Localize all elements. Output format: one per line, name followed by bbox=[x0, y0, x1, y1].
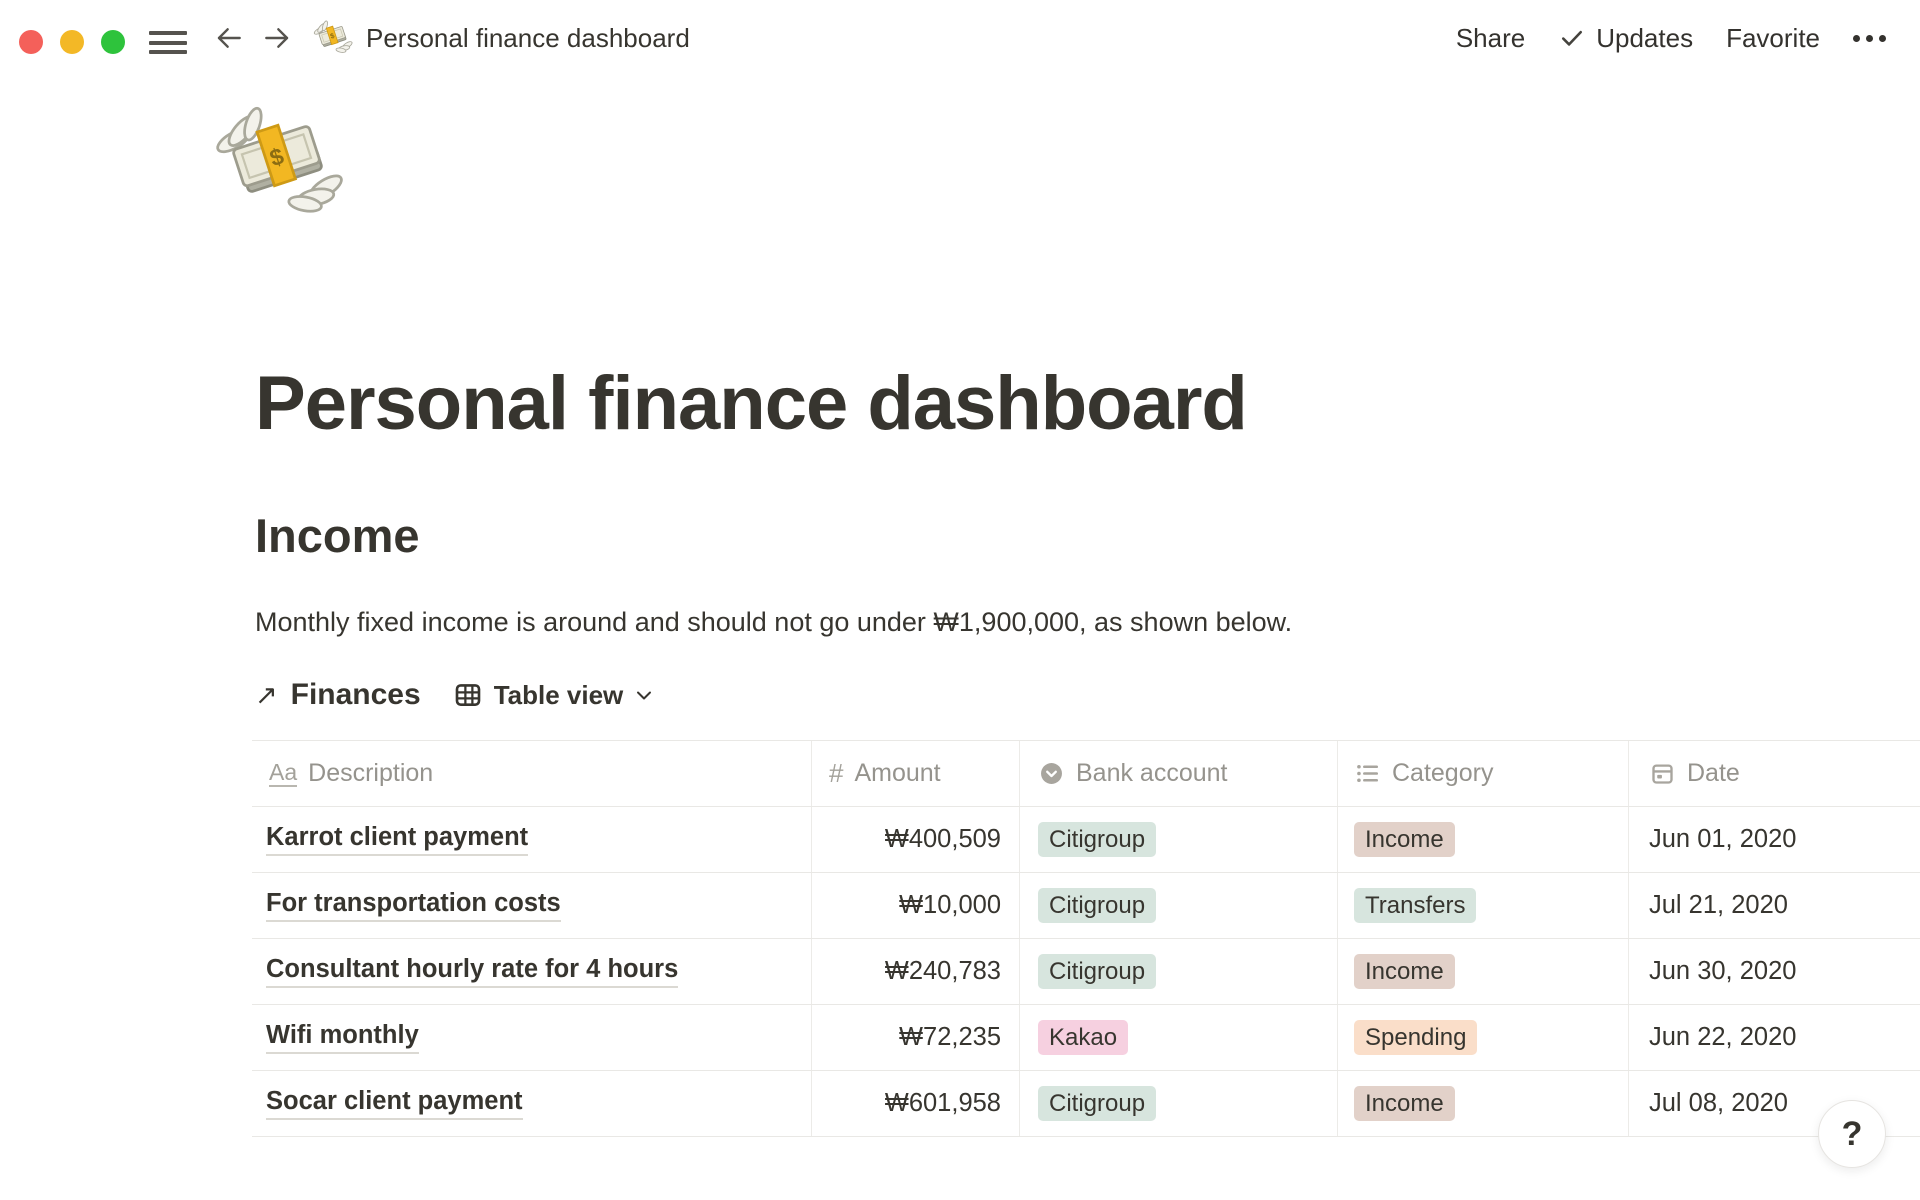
column-header-amount[interactable]: # Amount bbox=[812, 741, 1020, 806]
topbar-actions: Share Updates Favorite bbox=[1456, 0, 1886, 76]
category-cell[interactable]: Income bbox=[1338, 807, 1629, 872]
table-header-row: Aa Description # Amount Bank account Cat… bbox=[252, 741, 1920, 807]
column-header-date[interactable]: Date bbox=[1629, 741, 1920, 806]
table-row: For transportation costs ₩10,000 Citigro… bbox=[252, 873, 1920, 939]
bank-account-cell[interactable]: Citigroup bbox=[1020, 807, 1338, 872]
updates-label: Updates bbox=[1596, 22, 1694, 53]
bank-account-cell[interactable]: Citigroup bbox=[1020, 1071, 1338, 1136]
column-header-bank-account[interactable]: Bank account bbox=[1020, 741, 1338, 806]
page-icon-money-with-wings[interactable] bbox=[210, 98, 348, 230]
open-link-arrow-icon: ↗ bbox=[255, 679, 278, 710]
page-title: Personal finance dashboard bbox=[255, 361, 1248, 446]
window-controls bbox=[19, 30, 125, 54]
column-label: Amount bbox=[854, 759, 941, 787]
title-property-icon: Aa bbox=[269, 760, 298, 788]
favorite-button[interactable]: Favorite bbox=[1726, 22, 1820, 53]
select-property-icon bbox=[1038, 760, 1065, 787]
amount-cell[interactable]: ₩72,235 bbox=[812, 1005, 1020, 1070]
category-cell[interactable]: Spending bbox=[1338, 1005, 1629, 1070]
row-title-link: For transportation costs bbox=[266, 889, 561, 922]
list-property-icon bbox=[1354, 760, 1381, 787]
amount-cell[interactable]: ₩10,000 bbox=[812, 873, 1020, 938]
number-property-icon: # bbox=[829, 758, 844, 788]
row-title-link: Consultant hourly rate for 4 hours bbox=[266, 955, 679, 988]
category-tag: Spending bbox=[1354, 1020, 1478, 1055]
category-tag: Income bbox=[1354, 1086, 1455, 1121]
description-cell[interactable]: Socar client payment bbox=[252, 1071, 812, 1136]
table-view-selector[interactable]: Table view bbox=[494, 680, 657, 711]
column-header-description[interactable]: Aa Description bbox=[252, 741, 812, 806]
sidebar-menu-icon[interactable] bbox=[149, 31, 187, 54]
column-label: Bank account bbox=[1076, 759, 1228, 787]
description-cell[interactable]: Karrot client payment bbox=[252, 807, 812, 872]
section-heading-income: Income bbox=[255, 509, 420, 562]
more-options-icon[interactable] bbox=[1853, 34, 1886, 42]
amount-cell[interactable]: ₩601,958 bbox=[812, 1071, 1020, 1136]
date-cell[interactable]: Jun 30, 2020 bbox=[1649, 957, 1797, 985]
date-cell[interactable]: Jul 21, 2020 bbox=[1649, 891, 1788, 919]
income-description-text: Monthly fixed income is around and shoul… bbox=[255, 607, 1293, 637]
table-row: Karrot client payment ₩400,509 Citigroup… bbox=[252, 807, 1920, 873]
date-cell[interactable]: Jul 08, 2020 bbox=[1649, 1089, 1788, 1117]
column-label: Date bbox=[1687, 759, 1740, 787]
minimize-window-button[interactable] bbox=[60, 30, 84, 54]
bank-account-cell[interactable]: Citigroup bbox=[1020, 939, 1338, 1004]
checkmark-icon bbox=[1558, 24, 1586, 52]
row-title-link: Karrot client payment bbox=[266, 823, 529, 856]
chevron-down-icon bbox=[632, 683, 656, 707]
topbar: Personal finance dashboard Share Updates… bbox=[0, 0, 1920, 76]
table-view-icon bbox=[453, 680, 483, 710]
amount-cell[interactable]: ₩240,783 bbox=[812, 939, 1020, 1004]
bank-account-tag: Citigroup bbox=[1038, 954, 1157, 989]
category-tag: Income bbox=[1354, 822, 1455, 857]
linked-database-bar: ↗ Finances Table view bbox=[255, 672, 656, 718]
category-cell[interactable]: Income bbox=[1338, 1071, 1629, 1136]
date-cell[interactable]: Jun 22, 2020 bbox=[1649, 1023, 1797, 1051]
bank-account-tag: Citigroup bbox=[1038, 888, 1157, 923]
updates-button[interactable]: Updates bbox=[1558, 23, 1693, 54]
help-button[interactable]: ? bbox=[1818, 1100, 1886, 1168]
breadcrumb-page-title[interactable]: Personal finance dashboard bbox=[366, 0, 690, 76]
description-cell[interactable]: Wifi monthly bbox=[252, 1005, 812, 1070]
description-cell[interactable]: For transportation costs bbox=[252, 873, 812, 938]
breadcrumb-page-emoji-icon bbox=[312, 17, 354, 59]
date-cell[interactable]: Jun 01, 2020 bbox=[1649, 825, 1797, 853]
category-tag: Transfers bbox=[1354, 888, 1477, 923]
finances-table: Aa Description # Amount Bank account Cat… bbox=[252, 740, 1920, 1137]
bank-account-tag: Citigroup bbox=[1038, 1086, 1157, 1121]
table-row: Socar client payment ₩601,958 Citigroup … bbox=[252, 1071, 1920, 1137]
category-cell[interactable]: Income bbox=[1338, 939, 1629, 1004]
row-title-link: Socar client payment bbox=[266, 1087, 523, 1120]
column-header-category[interactable]: Category bbox=[1338, 741, 1629, 806]
share-button[interactable]: Share bbox=[1455, 22, 1526, 53]
amount-cell[interactable]: ₩400,509 bbox=[812, 807, 1020, 872]
bank-account-tag: Kakao bbox=[1038, 1020, 1129, 1055]
column-label: Description bbox=[308, 759, 434, 787]
forward-arrow-icon[interactable] bbox=[259, 22, 295, 54]
description-cell[interactable]: Consultant hourly rate for 4 hours bbox=[252, 939, 812, 1004]
category-tag: Income bbox=[1354, 954, 1455, 989]
calendar-icon bbox=[1649, 760, 1676, 787]
back-arrow-icon[interactable] bbox=[211, 22, 247, 54]
bank-account-cell[interactable]: Citigroup bbox=[1020, 873, 1338, 938]
linked-database-title[interactable]: Finances bbox=[290, 678, 421, 711]
column-label: Category bbox=[1392, 759, 1494, 787]
maximize-window-button[interactable] bbox=[101, 30, 125, 54]
row-title-link: Wifi monthly bbox=[266, 1021, 419, 1054]
close-window-button[interactable] bbox=[19, 30, 43, 54]
bank-account-tag: Citigroup bbox=[1038, 822, 1157, 857]
table-row: Consultant hourly rate for 4 hours ₩240,… bbox=[252, 939, 1920, 1005]
view-label: Table view bbox=[493, 679, 624, 710]
bank-account-cell[interactable]: Kakao bbox=[1020, 1005, 1338, 1070]
table-row: Wifi monthly ₩72,235 Kakao Spending Jun … bbox=[252, 1005, 1920, 1071]
category-cell[interactable]: Transfers bbox=[1338, 873, 1629, 938]
